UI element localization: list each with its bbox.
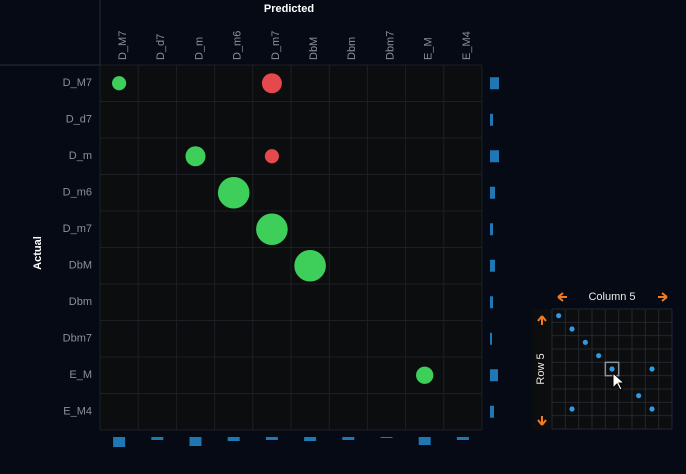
row-label: E_M4: [63, 406, 92, 418]
column-label: D_m: [193, 37, 205, 60]
row-total-bar: [490, 150, 499, 163]
column-total-bar: [456, 437, 469, 440]
column-label: D_M7: [117, 31, 129, 60]
row-total-bar: [490, 369, 498, 382]
row-label: E_M: [69, 369, 92, 381]
nav-point: [609, 366, 615, 372]
cursor: [612, 371, 626, 391]
row-label: D_m6: [63, 187, 92, 199]
cell-bubble: [261, 73, 282, 94]
next-row[interactable]: [537, 416, 547, 426]
column-total-bar: [265, 437, 278, 440]
nav-point: [569, 406, 575, 412]
nav-point: [556, 313, 562, 319]
cell-bubble: [112, 76, 127, 91]
row-total-bar: [490, 259, 495, 272]
cell-bubble: [264, 149, 279, 164]
column-label: E_M4: [461, 31, 473, 60]
column-total-bar: [151, 437, 164, 440]
nav-point: [596, 353, 602, 359]
row-label: D_m: [69, 150, 92, 162]
x-axis-title: Predicted: [264, 3, 314, 15]
next-column[interactable]: [658, 292, 668, 302]
cell-bubble: [185, 146, 206, 167]
column-label: D_d7: [155, 34, 167, 60]
navigator-row-label: Row 5: [535, 353, 547, 384]
column-label: D_m6: [232, 31, 244, 60]
row-label: Dbm: [69, 296, 92, 308]
prev-row[interactable]: [537, 315, 547, 325]
column-total-bar: [227, 437, 240, 441]
row-label: D_m7: [63, 223, 92, 235]
row-label: DbM: [69, 260, 92, 272]
nav-point: [649, 406, 655, 412]
nav-point: [636, 393, 642, 399]
column-label: E_M: [423, 37, 435, 60]
navigator-background: [532, 309, 672, 430]
column-label: Dbm: [346, 37, 358, 60]
cell-bubble: [416, 366, 434, 384]
nav-point: [569, 326, 575, 332]
nav-selection: [604, 361, 620, 377]
row-total-bar: [490, 77, 499, 90]
cell-bubble: [294, 249, 326, 282]
row-label: D_d7: [66, 114, 92, 126]
column-label: D_m7: [270, 31, 282, 60]
cell-bubble: [256, 213, 288, 246]
nav-point: [649, 366, 655, 372]
row-total-bar: [490, 186, 495, 199]
row-total-bar: [490, 223, 493, 236]
column-total-bar: [418, 437, 431, 445]
column-total-bar: [380, 437, 393, 438]
cell-bubble: [217, 176, 250, 209]
y-axis-title: Actual: [32, 236, 44, 270]
navigator-title: Column 5: [588, 291, 635, 303]
navigator: [551, 308, 673, 430]
column-total-bar: [304, 437, 317, 441]
nav-point: [582, 339, 588, 345]
row-total-bar: [490, 332, 492, 345]
row-label: Dbm7: [63, 333, 92, 345]
column-total-bar: [189, 437, 202, 446]
column-label: DbM: [308, 37, 320, 60]
row-total-bar: [490, 405, 494, 418]
row-label: D_M7: [63, 77, 92, 89]
row-total-bar: [490, 296, 493, 309]
prev-column[interactable]: [557, 292, 567, 302]
column-total-bar: [113, 437, 126, 447]
row-total-bar: [490, 113, 493, 126]
column-total-bar: [342, 437, 355, 440]
column-label: Dbm7: [384, 31, 396, 60]
